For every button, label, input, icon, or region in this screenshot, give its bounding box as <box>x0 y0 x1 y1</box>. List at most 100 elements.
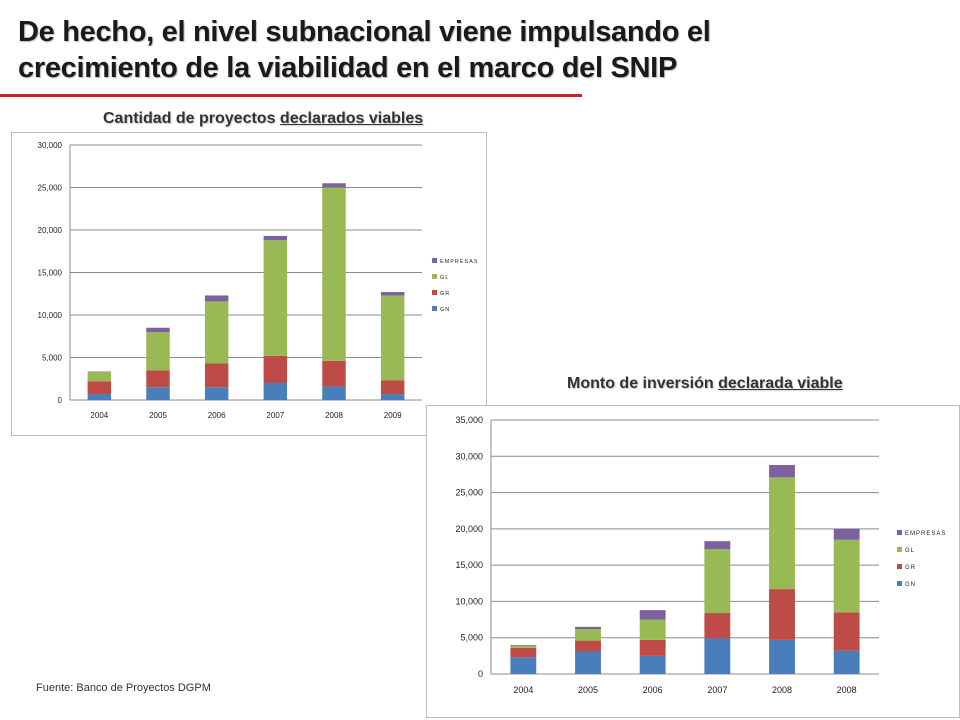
bar-segment-gl <box>322 187 346 361</box>
chart2-investment-amount: 0 5,000 10,000 15,000 20,000 25,000 30,000 35,0… <box>426 405 960 718</box>
x-tick-label: 2007 <box>266 411 284 420</box>
x-tick-label: 2005 <box>149 411 167 420</box>
bar-segment-gr <box>769 589 795 640</box>
y-tick-label: 20,000 <box>38 226 63 235</box>
chart2-svg: 0 5,000 10,000 15,000 20,000 25,000 30,000 35,0… <box>455 415 946 695</box>
chart1-projects-count: 0 5,000 10,000 15,000 20,000 25,000 30,000 2004… <box>11 132 487 436</box>
x-tick-label: 2004 <box>513 685 533 695</box>
y-tick-label: 35,000 <box>455 415 483 425</box>
y-tick-label: 15,000 <box>455 560 483 570</box>
chart1-heading: Cantidad de proyectos declarados viables <box>103 110 423 128</box>
legend-label: GR <box>905 565 916 571</box>
bar-segment-gl <box>704 549 731 614</box>
bar-segment-empresas <box>510 644 537 646</box>
bar-segment-gl <box>575 629 601 641</box>
x-tick-label: 2008 <box>837 685 857 695</box>
legend-swatch-gn <box>897 581 902 586</box>
chart2-heading-prefix: Monto de inversión <box>567 375 719 392</box>
chart1-heading-underlined: declarados viables <box>279 110 424 127</box>
bar-segment-gr <box>204 363 229 388</box>
y-tick-label: 0 <box>58 396 63 405</box>
bar-segment-gr <box>146 370 170 388</box>
bar-segment-gl <box>380 295 405 381</box>
chart2-heading-underlined: declarada viable <box>718 375 843 392</box>
bar-segment-empresas <box>204 295 229 302</box>
bar-segment-gn <box>510 657 537 674</box>
bar-segment-gl <box>833 539 860 613</box>
x-tick-label: 2004 <box>90 411 108 420</box>
bar-segment-gn <box>322 386 346 400</box>
slide-title-line-2: crecimiento de la viabilidad en el marco… <box>18 52 677 84</box>
bar-segment-gl <box>769 477 795 590</box>
y-tick-label: 10,000 <box>455 596 483 606</box>
bar-segment-gn <box>575 651 601 674</box>
x-tick-label: 2006 <box>208 411 226 420</box>
bar-segment-empresas <box>263 235 288 241</box>
legend-swatch-gl <box>897 547 902 552</box>
legend-swatch-empresas <box>432 258 437 263</box>
bar-segment-gl <box>263 240 288 356</box>
bar-segment-gr <box>575 640 601 652</box>
chart1-heading-prefix: Cantidad de proyectos <box>103 110 280 127</box>
bar-segment-gr <box>322 360 346 387</box>
legend-label: GL <box>905 548 915 554</box>
bar-segment-gn <box>146 387 170 400</box>
bar-segment-empresas <box>833 528 860 540</box>
y-tick-label: 0 <box>478 669 483 679</box>
legend-swatch-gn <box>432 306 437 311</box>
bar-segment-empresas <box>322 183 346 188</box>
bar-segment-gl <box>87 371 112 382</box>
bar-segment-gr <box>380 380 405 395</box>
bar-segment-gr <box>87 381 112 395</box>
bar-segment-gn <box>204 387 229 400</box>
x-tick-label: 2008 <box>772 685 792 695</box>
legend-label: EMPRESAS <box>905 531 946 537</box>
x-tick-label: 2009 <box>384 411 402 420</box>
legend-swatch-gr <box>897 564 902 569</box>
bar-segment-gr <box>833 612 860 651</box>
slide-title: De hecho, el nivel subnacional viene imp… <box>18 14 918 86</box>
y-tick-label: 25,000 <box>455 488 483 498</box>
chart1-svg: 0 5,000 10,000 15,000 20,000 25,000 30,000 2004… <box>38 141 479 420</box>
legend-label: GL <box>440 275 449 281</box>
chart2-heading: Monto de inversión declarada viable <box>567 375 843 393</box>
bar-segment-gn <box>704 638 731 674</box>
legend-swatch-gl <box>432 274 437 279</box>
y-tick-label: 15,000 <box>38 269 63 278</box>
bar-segment-empresas <box>575 626 601 630</box>
bar-segment-gn <box>639 655 666 674</box>
bar-segment-gl <box>204 301 229 364</box>
legend-label: EMPRESAS <box>440 259 479 265</box>
slide-title-line-1: De hecho, el nivel subnacional viene imp… <box>18 16 711 48</box>
bar-segment-empresas <box>769 464 795 478</box>
bar-segment-empresas <box>704 541 731 550</box>
title-accent-rule <box>0 94 582 97</box>
bar-segment-gn <box>769 639 795 674</box>
bar-segment-gn <box>263 383 288 400</box>
bar-segment-gr <box>639 639 666 656</box>
y-tick-label: 25,000 <box>38 184 63 193</box>
bar-segment-gl <box>146 332 170 371</box>
y-tick-label: 10,000 <box>38 311 63 320</box>
bar-segment-gr <box>704 613 731 639</box>
y-tick-label: 5,000 <box>42 354 63 363</box>
x-tick-label: 2008 <box>325 411 343 420</box>
bar-segment-empresas <box>146 327 170 332</box>
bar-segment-empresas <box>639 610 666 620</box>
x-tick-label: 2007 <box>707 685 727 695</box>
y-tick-label: 5,000 <box>460 633 483 643</box>
bar-segment-gn <box>380 394 405 400</box>
x-tick-label: 2005 <box>578 685 598 695</box>
legend-swatch-empresas <box>897 530 902 535</box>
legend-label: GN <box>440 307 450 313</box>
y-tick-label: 30,000 <box>38 141 63 150</box>
bar-segment-gl <box>510 645 537 648</box>
bar-segment-gn <box>833 650 860 674</box>
x-tick-label: 2006 <box>643 685 663 695</box>
legend-swatch-gr <box>432 290 437 295</box>
source-note: Fuente: Banco de Proyectos DGPM <box>36 682 211 694</box>
bar-segment-gl <box>639 619 666 640</box>
y-tick-label: 30,000 <box>455 451 483 461</box>
legend-label: GR <box>440 291 450 297</box>
bar-segment-empresas <box>380 292 405 296</box>
